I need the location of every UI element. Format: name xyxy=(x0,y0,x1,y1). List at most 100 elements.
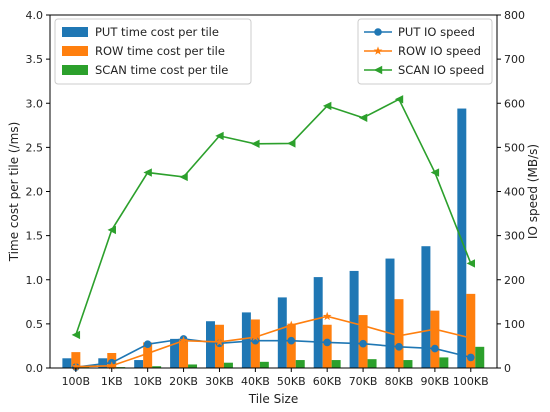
y-right-tick-label: 700 xyxy=(504,53,525,66)
legend-label-row-time-cost-per-tile: ROW time cost per tile xyxy=(95,44,225,58)
point-put-io-speed-80kb xyxy=(395,343,403,351)
y-axis-right-title: IO speed (MB/s) xyxy=(526,144,540,239)
legend-lines: PUT IO speed ROW IO speed SCAN IO speed xyxy=(357,18,493,85)
point-scan-io-speed-40kb xyxy=(251,139,260,149)
y-right-tick-label: 100 xyxy=(504,318,525,331)
bar-put-time-cost-per-tile-30kb xyxy=(206,321,215,368)
y-left-tick-label: 0.0 xyxy=(26,362,44,375)
bar-put-time-cost-per-tile-100kb xyxy=(457,108,467,369)
point-scan-io-speed-10kb xyxy=(143,168,152,177)
bar-put-time-cost-per-tile-40kb xyxy=(241,312,251,368)
bar-row-time-cost-per-tile-90kb xyxy=(430,310,440,368)
point-row-io-speed-60kb xyxy=(322,311,332,321)
y-axis-left-title: Time cost per tile (/ms) xyxy=(7,122,21,263)
point-put-io-speed-100kb xyxy=(466,353,475,362)
bar-put-time-cost-per-tile-70kb xyxy=(349,270,359,368)
legend-label-row-io-speed: ROW IO speed xyxy=(398,44,481,58)
line-layer xyxy=(71,95,476,371)
bar-put-time-cost-per-tile-10kb xyxy=(134,360,144,368)
legend-marker-row-io-speed xyxy=(373,46,383,55)
bar-scan-time-cost-per-tile-50kb xyxy=(295,360,305,368)
legend-box xyxy=(357,18,493,85)
x-tick-label: 80KB xyxy=(385,375,414,388)
bar-scan-time-cost-per-tile-70kb xyxy=(367,359,377,368)
bar-scan-time-cost-per-tile-80kb xyxy=(403,360,413,368)
bar-scan-time-cost-per-tile-30kb xyxy=(223,362,233,368)
point-row-io-speed-1kb xyxy=(107,361,117,370)
y-right-tick-label: 400 xyxy=(504,186,525,199)
x-tick-label: 40KB xyxy=(241,375,270,388)
bar-put-time-cost-per-tile-20kb xyxy=(170,338,180,368)
y-left-tick-label: 2.0 xyxy=(26,186,44,199)
line-scan-io-speed xyxy=(75,98,472,336)
point-put-io-speed-50kb xyxy=(287,336,296,345)
y-right-tick-label: 800 xyxy=(504,9,525,22)
y-right-tick-label: 200 xyxy=(504,274,525,287)
bar-row-time-cost-per-tile-100b xyxy=(71,352,81,368)
y-right-tick-label: 300 xyxy=(504,230,525,243)
x-tick-label: 100B xyxy=(62,375,91,388)
legend-label-put-io-speed: PUT IO speed xyxy=(398,25,475,39)
point-row-io-speed-50kb xyxy=(286,320,296,329)
line-row-io-speed xyxy=(75,315,471,368)
point-row-io-speed-70kb xyxy=(358,321,368,330)
bar-scan-time-cost-per-tile-10kb xyxy=(152,366,162,368)
bar-put-time-cost-per-tile-90kb xyxy=(421,246,431,368)
legend-label-scan-time-cost-per-tile: SCAN time cost per tile xyxy=(95,63,228,77)
bar-scan-time-cost-per-tile-60kb xyxy=(331,360,341,368)
point-scan-io-speed-30kb xyxy=(215,131,224,141)
x-tick-label: 30KB xyxy=(205,375,234,388)
point-scan-io-speed-90kb xyxy=(430,168,440,177)
bar-put-time-cost-per-tile-100b xyxy=(62,358,72,368)
point-row-io-speed-100kb xyxy=(466,333,476,342)
point-scan-io-speed-1kb xyxy=(107,225,116,235)
y-right-tick-label: 600 xyxy=(504,97,525,110)
point-row-io-speed-90kb xyxy=(430,324,440,333)
legend-swatch-scan-time-cost-per-tile xyxy=(62,65,88,75)
y-left-tick-label: 1.0 xyxy=(26,274,44,287)
y-left-tick-label: 3.5 xyxy=(26,53,44,66)
point-row-io-speed-100b xyxy=(71,362,81,371)
x-tick-label: 60KB xyxy=(313,375,342,388)
point-put-io-speed-10kb xyxy=(143,340,152,348)
y-left-tick-label: 1.5 xyxy=(26,230,44,243)
bar-row-time-cost-per-tile-50kb xyxy=(286,324,296,368)
bar-scan-time-cost-per-tile-20kb xyxy=(188,364,198,368)
bar-put-time-cost-per-tile-50kb xyxy=(277,297,287,368)
line-put-io-speed xyxy=(75,338,471,368)
y-left-tick-label: 3.0 xyxy=(26,97,44,110)
legend-marker-scan-io-speed xyxy=(373,65,383,75)
legend-marker-put-io-speed xyxy=(374,28,382,36)
y-left-tick-label: 2.5 xyxy=(26,141,44,154)
point-scan-io-speed-80kb xyxy=(394,95,404,104)
legend-swatch-row-time-cost-per-tile xyxy=(62,46,88,56)
point-scan-io-speed-70kb xyxy=(358,113,368,123)
bar-row-time-cost-per-tile-100kb xyxy=(466,293,476,368)
point-row-io-speed-30kb xyxy=(215,337,224,346)
point-put-io-speed-70kb xyxy=(359,339,367,348)
axes-layer: 0.0 0.5 1.0 1.5 2.0 2.5 3.0 3.5 4.0 0 100 200 300 400… xyxy=(26,9,526,388)
legend-label-scan-io-speed: SCAN IO speed xyxy=(398,63,484,77)
point-put-io-speed-90kb xyxy=(431,344,439,353)
bar-row-time-cost-per-tile-20kb xyxy=(179,339,189,368)
point-row-io-speed-80kb xyxy=(394,331,404,340)
bar-put-time-cost-per-tile-60kb xyxy=(313,277,323,368)
bar-scan-time-cost-per-tile-40kb xyxy=(259,361,269,368)
y-right-tick-label: 0 xyxy=(504,362,511,375)
x-tick-label: 100KB xyxy=(453,375,489,388)
point-scan-io-speed-60kb xyxy=(322,101,332,111)
point-row-io-speed-10kb xyxy=(143,348,153,358)
point-row-io-speed-20kb xyxy=(179,336,188,345)
bar-put-time-cost-per-tile-80kb xyxy=(385,258,395,368)
x-tick-label: 70KB xyxy=(349,375,378,388)
y-left-tick-label: 4.0 xyxy=(26,9,44,22)
y-left-tick-label: 0.5 xyxy=(26,318,44,331)
x-tick-label: 10KB xyxy=(133,375,162,388)
x-tick-label: 1KB xyxy=(101,375,123,388)
point-scan-io-speed-20kb xyxy=(179,172,188,182)
point-scan-io-speed-50kb xyxy=(287,139,296,148)
point-scan-io-speed-100b xyxy=(71,330,81,340)
y-right-tick-label: 500 xyxy=(504,141,525,154)
x-tick-label: 20KB xyxy=(169,375,198,388)
